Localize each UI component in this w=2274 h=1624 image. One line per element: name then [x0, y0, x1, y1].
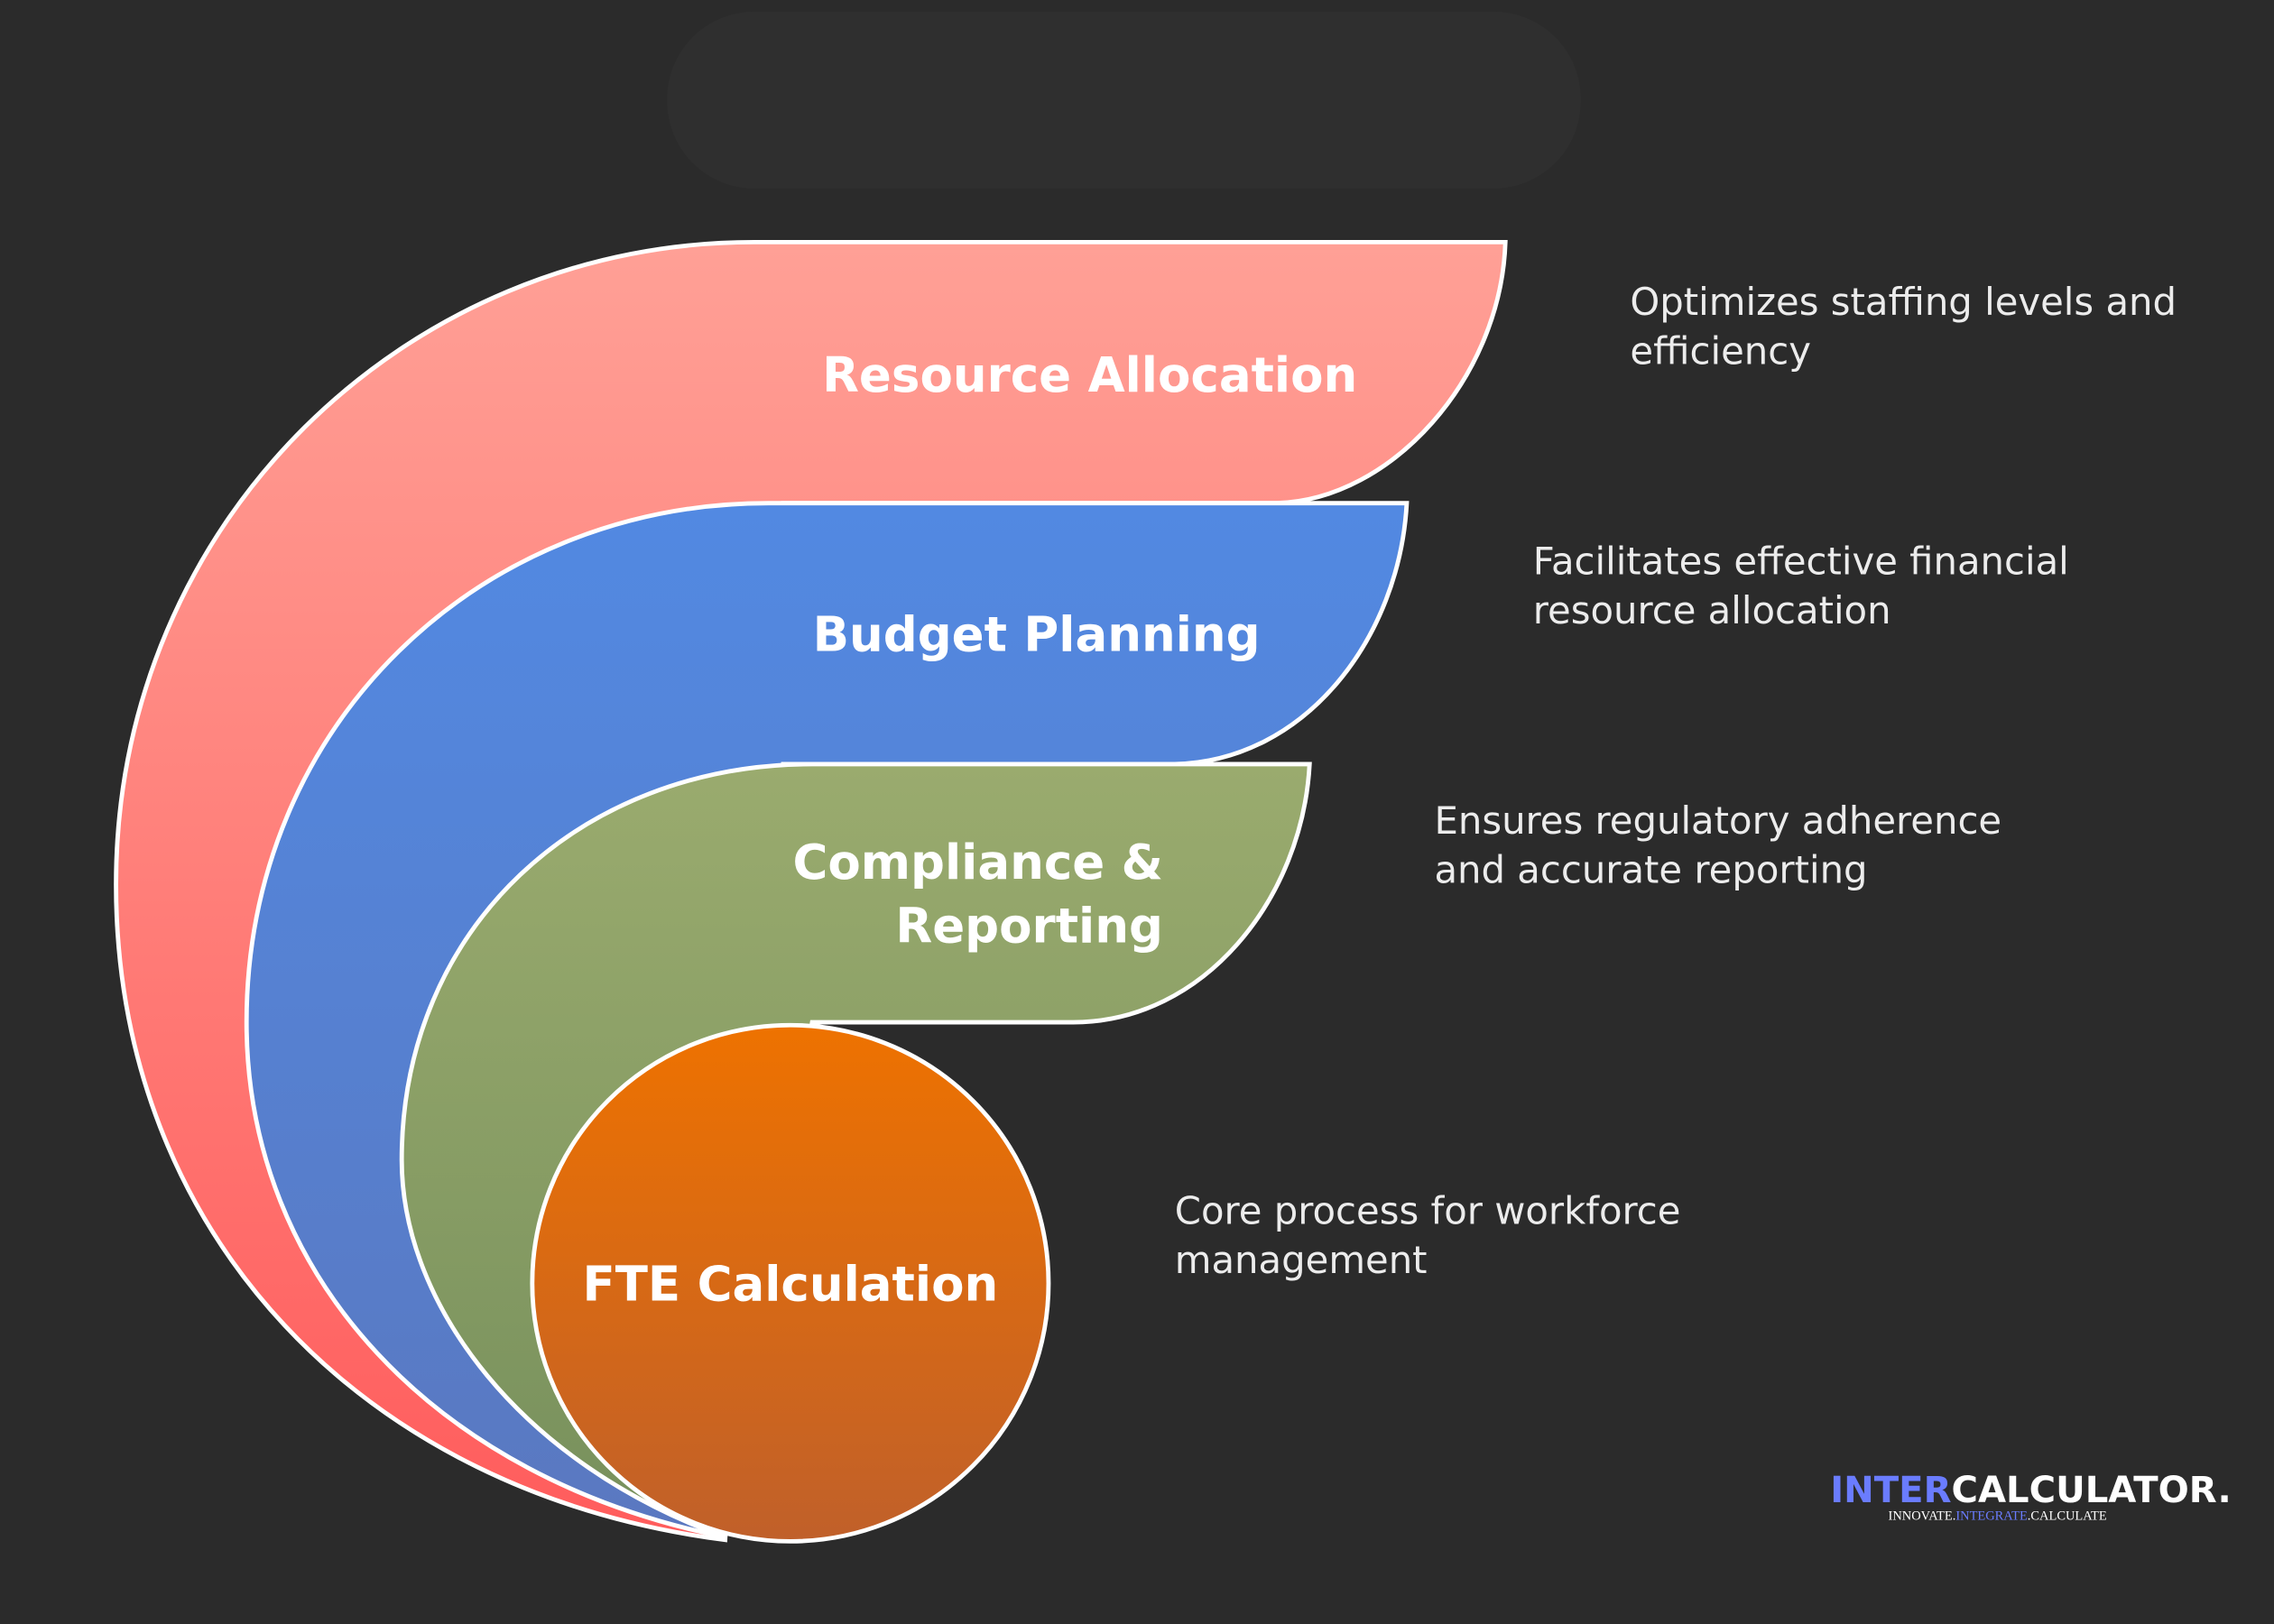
layer-label: FTE Calculation — [583, 1257, 999, 1313]
layer-description: efficiency — [1630, 328, 1811, 373]
layer-description: Facilitates effective financial — [1533, 539, 2069, 583]
tagline-part: .CALCULATE — [2028, 1509, 2107, 1523]
logo-first: INTER — [1830, 1470, 1951, 1511]
logo-text: INTERCALCULATOR. — [1830, 1470, 2232, 1511]
tagline-part: INTEGRATE — [1955, 1509, 2028, 1523]
layer-description: management — [1175, 1238, 1428, 1282]
logo: INTERCALCULATOR. INNOVATE.INTEGRATE.CALC… — [1830, 1470, 2232, 1523]
layer-description: Core process for workforce — [1175, 1188, 1681, 1232]
layer-label: Budget Planning — [813, 607, 1261, 663]
layer-description: Ensures regulatory adherence — [1434, 798, 2001, 843]
layer-label: Compliance & — [792, 835, 1162, 890]
layer-label: Resource Allocation — [822, 347, 1357, 403]
logo-tagline: INNOVATE.INTEGRATE.CALCULATE — [1889, 1509, 2107, 1523]
layer-description: resource allocation — [1533, 588, 1891, 632]
layer-label: Reporting — [895, 899, 1163, 955]
layer-description: and accurate reporting — [1434, 848, 1867, 892]
tagline-part: INNOVATE. — [1889, 1509, 1956, 1523]
logo-second: CALCULATOR. — [1952, 1470, 2232, 1511]
layer-description: Optimizes staffing levels and — [1630, 280, 2177, 324]
blurred-header — [667, 11, 1581, 189]
core-circle — [530, 1022, 1051, 1544]
